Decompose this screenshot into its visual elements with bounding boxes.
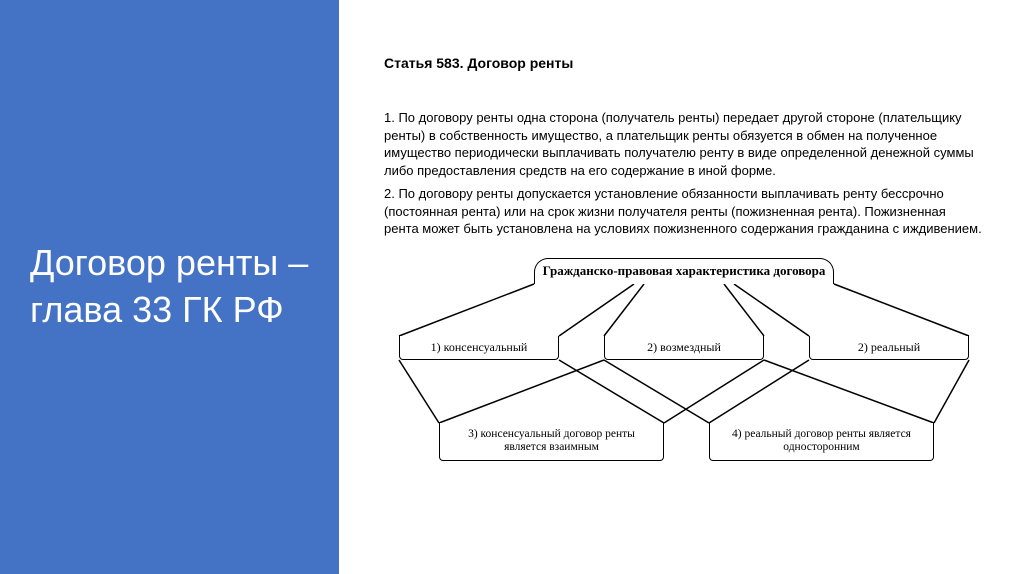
diagram-tree: Гражданско-правовая характеристика догов… (384, 258, 984, 488)
diagram-mid-node: 2) возмездный (604, 336, 764, 360)
diagram-root-node: Гражданско-правовая характеристика догов… (534, 258, 834, 284)
diagram-bottom-node: 3) консенсуальный договор ренты является… (439, 423, 664, 461)
article-paragraph: 2. По договору ренты допускается установ… (384, 185, 984, 238)
sidebar-panel: Договор ренты – глава 33 ГК РФ (0, 0, 339, 574)
diagram-mid-node: 1) консенсуальный (399, 336, 559, 360)
article-body: 1. По договору ренты одна сторона (получ… (384, 109, 984, 238)
slide-title: Договор ренты – глава 33 ГК РФ (30, 240, 309, 334)
main-content: Статья 583. Договор ренты 1. По договору… (339, 0, 1024, 574)
article-title: Статья 583. Договор ренты (384, 55, 984, 71)
diagram-mid-node: 2) реальный (809, 336, 969, 360)
article-paragraph: 1. По договору ренты одна сторона (получ… (384, 109, 984, 179)
diagram-bottom-node: 4) реальный договор ренты является однос… (709, 423, 934, 461)
